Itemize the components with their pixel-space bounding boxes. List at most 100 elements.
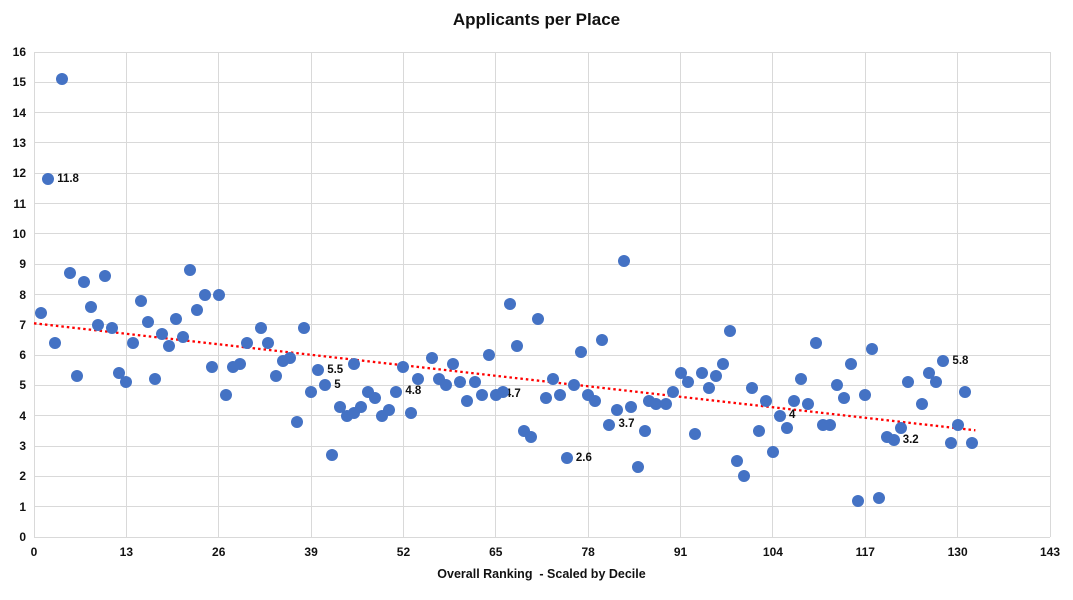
x-tick-label: 13 (119, 545, 134, 559)
data-point (297, 321, 310, 334)
data-point (127, 337, 140, 349)
gridline (34, 233, 1050, 235)
gridline (34, 51, 1050, 53)
y-tick-label: 1 (19, 499, 26, 514)
data-point (631, 461, 644, 474)
data-point (894, 421, 907, 434)
data-point (383, 403, 396, 416)
gridline (1049, 52, 1051, 537)
data-point (447, 358, 460, 371)
data-point (70, 370, 83, 383)
y-tick-label: 15 (12, 75, 26, 90)
data-point (546, 373, 559, 386)
data-point (766, 446, 779, 459)
data-point (702, 382, 715, 395)
data-point (170, 312, 183, 325)
data-point (852, 494, 865, 507)
data-point (496, 385, 509, 398)
gridline (34, 475, 1050, 477)
data-point (312, 364, 325, 377)
data-point (788, 394, 801, 407)
gridline (34, 112, 1050, 114)
data-point (930, 376, 943, 389)
y-tick-label: 2 (19, 469, 26, 484)
gridline (34, 324, 1050, 326)
data-point (695, 367, 708, 380)
data-point (390, 385, 403, 398)
gridline (402, 52, 404, 537)
data-point (305, 385, 318, 398)
data-point (42, 173, 55, 186)
data-point (49, 337, 62, 349)
data-point (63, 267, 76, 280)
data-point (148, 373, 161, 386)
data-point (802, 397, 815, 410)
gridline (125, 52, 127, 537)
y-tick-label: 8 (19, 287, 26, 302)
data-point (866, 343, 879, 356)
data-point (404, 406, 417, 419)
x-tick-label: 0 (30, 545, 38, 559)
data-point (120, 376, 133, 389)
data-point (84, 300, 97, 313)
plot-area: 11.8 5.5 5 4.8 4.7 2.6 3.7 4 3.2 5.8 (33, 51, 1051, 538)
y-tick-label: 14 (12, 105, 26, 120)
data-point (937, 355, 950, 368)
y-tick-label: 3 (19, 439, 26, 454)
data-point (525, 430, 538, 443)
data-point (752, 424, 765, 437)
data-point (184, 264, 197, 277)
data-point (845, 358, 858, 371)
data-point (35, 306, 48, 319)
data-point (113, 367, 126, 380)
data-point (155, 327, 168, 340)
gridline (34, 203, 1050, 205)
data-point (738, 470, 751, 483)
x-tick-label: 65 (489, 545, 503, 559)
y-tick-label: 6 (19, 348, 26, 363)
data-point-label: 3.7 (618, 418, 635, 431)
data-point (326, 449, 339, 462)
gridline (680, 52, 682, 537)
chart-title: Applicants per Place (452, 10, 621, 29)
data-point (262, 337, 275, 349)
data-point (759, 394, 772, 407)
data-point (397, 361, 410, 374)
data-point (923, 367, 936, 380)
y-tick-label: 7 (19, 317, 26, 332)
data-point (177, 330, 190, 343)
gridline (495, 52, 497, 537)
data-point (859, 388, 872, 401)
gridline (587, 52, 589, 537)
data-point (454, 376, 467, 389)
x-tick-label: 104 (762, 545, 783, 559)
data-point (255, 321, 268, 334)
data-point (717, 358, 730, 371)
x-axis-title: Overall Ranking - Scaled by Decile (437, 567, 646, 581)
data-point (482, 349, 495, 362)
data-point (745, 382, 758, 395)
y-tick-label: 12 (12, 166, 26, 181)
x-tick-label: 26 (212, 545, 226, 559)
gridline (310, 52, 312, 537)
data-point (965, 437, 978, 450)
data-point (596, 333, 609, 346)
data-point-label: 5.5 (327, 363, 344, 376)
trendline (33, 322, 976, 432)
gridline (34, 81, 1050, 83)
x-tick-label: 52 (396, 545, 411, 559)
data-point (774, 409, 786, 422)
x-tick-label: 78 (581, 545, 595, 559)
data-point (837, 391, 850, 404)
data-point (241, 337, 254, 349)
y-tick-label: 13 (12, 135, 26, 150)
gridline (34, 445, 1050, 447)
data-point (589, 394, 602, 407)
data-point (649, 397, 662, 410)
data-point (639, 424, 652, 437)
data-point (77, 276, 90, 289)
data-point (290, 415, 303, 428)
data-point (425, 352, 438, 365)
data-point (532, 312, 545, 325)
